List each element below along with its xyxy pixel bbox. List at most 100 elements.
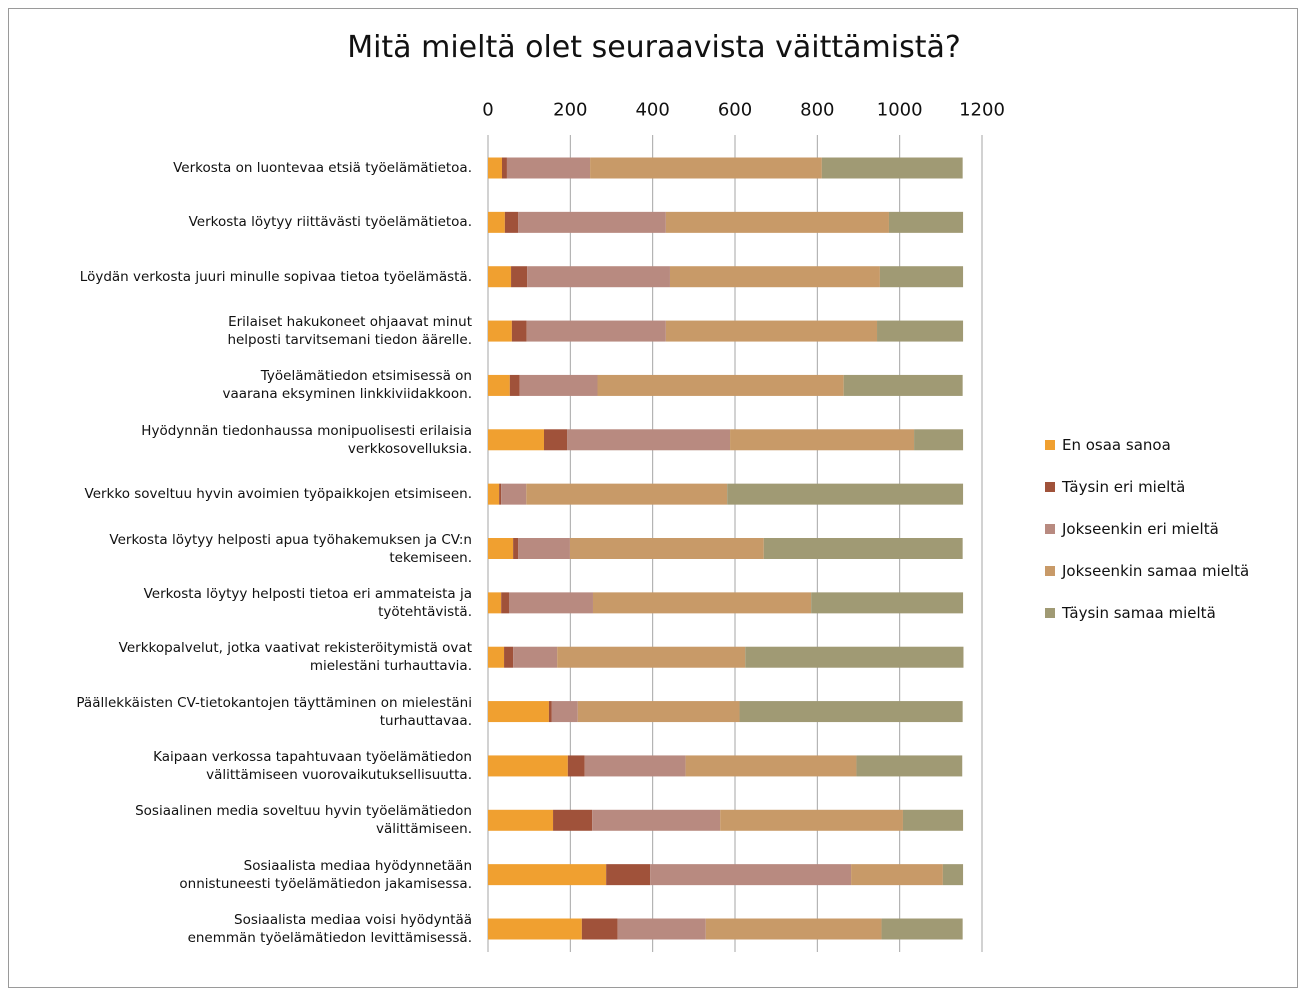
x-tick-label: 1000 — [876, 99, 923, 121]
x-tick-label: 200 — [553, 99, 588, 121]
category-label: Verkosta on luontevaa etsiä työelämätiet… — [173, 160, 472, 176]
x-tick-label: 400 — [635, 99, 670, 121]
bar-segment — [488, 374, 510, 396]
bar-segment — [650, 864, 852, 886]
bar-segment — [499, 483, 502, 505]
legend-label: Täysin samaa mieltä — [1062, 604, 1216, 622]
bar-segment — [685, 755, 857, 777]
legend-swatch — [1045, 440, 1055, 450]
bar-segment — [543, 429, 568, 451]
category-label: Työelämätiedon etsimisessä on vaarana ek… — [222, 368, 472, 403]
bar-segment — [856, 755, 963, 777]
category-label: Erilaiset hakukoneet ohjaavat minut help… — [227, 314, 472, 349]
bar-segment — [519, 374, 598, 396]
bar-segment — [567, 429, 731, 451]
bar-segment — [569, 538, 764, 559]
bar-segment — [745, 646, 964, 668]
bar-segment — [942, 864, 964, 886]
legend-label: En osaa sanoa — [1062, 436, 1171, 454]
category-label: Sosiaalista mediaa voisi hyödyntää enemm… — [187, 912, 472, 946]
bar-segment — [577, 701, 740, 723]
category-label: Verkosta löytyy helposti apua työhakemuk… — [109, 531, 472, 566]
bar-segment — [488, 918, 582, 940]
bar-segment — [488, 809, 554, 831]
bar-segment — [851, 864, 943, 886]
x-tick-label: 0 — [482, 99, 494, 121]
bar-segment — [881, 918, 963, 940]
bar-segment — [902, 809, 964, 831]
bar-segment — [511, 320, 527, 342]
bar-segment — [488, 864, 607, 886]
bar-segment — [811, 592, 964, 614]
legend-label: Täysin eri mieltä — [1062, 478, 1186, 496]
bar-segment — [739, 701, 963, 723]
bar-segment — [501, 157, 507, 179]
bar-segment — [557, 646, 746, 668]
legend-swatch — [1045, 608, 1055, 618]
bar-segment — [488, 320, 512, 342]
bar-segment — [526, 320, 666, 342]
bar-segment — [488, 483, 500, 505]
bar-segment — [914, 429, 964, 451]
bar-segment — [551, 701, 578, 723]
legend-swatch — [1045, 524, 1055, 534]
bar-segment — [548, 701, 552, 723]
legend-swatch — [1045, 566, 1055, 576]
bar-segment — [488, 429, 544, 451]
bar-segment — [877, 320, 964, 342]
bar-segment — [763, 538, 963, 559]
category-label: Sosiaalista mediaa hyödynnetään onnistun… — [179, 857, 472, 892]
bar-segment — [727, 483, 964, 505]
bar-segment — [592, 809, 721, 831]
bar-segment — [821, 157, 963, 179]
bar-segment — [592, 592, 812, 614]
bar-segment — [888, 211, 964, 233]
bar-segment — [730, 429, 915, 451]
bar-segment — [508, 592, 593, 614]
bar-segment — [511, 266, 528, 288]
bar-segment — [509, 374, 520, 396]
bar-segment — [526, 483, 728, 505]
bar-segment — [518, 211, 666, 233]
x-tick-label: 800 — [800, 99, 835, 121]
bar-segment — [488, 592, 502, 614]
bar-segment — [506, 157, 591, 179]
bar-segment — [590, 157, 822, 179]
bar-segment — [527, 266, 670, 288]
bar-segment — [488, 157, 502, 179]
category-label: Verkosta löytyy riittävästi työelämätiet… — [188, 214, 472, 231]
bar-segment — [567, 755, 585, 777]
category-label: Verkko soveltuu hyvin avoimien työpaikko… — [84, 486, 472, 503]
bar-segment — [665, 211, 889, 233]
bar-segment — [488, 211, 505, 233]
category-label: Löydän verkosta juuri minulle sopivaa ti… — [79, 268, 472, 285]
bar-segment — [488, 266, 512, 288]
bar-segment — [584, 755, 686, 777]
bar-segment — [553, 809, 593, 831]
bar-segment — [665, 320, 878, 342]
bar-segment — [518, 538, 570, 559]
chart-title: Mitä mieltä olet seuraavista väittämistä… — [347, 30, 961, 65]
bar-segment — [501, 592, 509, 614]
bar-segment — [617, 918, 706, 940]
bar-segment — [504, 211, 519, 233]
bar-segment — [581, 918, 618, 940]
bar-segment — [504, 646, 514, 668]
category-label: Päällekkäisten CV-tietokantojen täyttämi… — [76, 694, 472, 729]
bar-segment — [669, 266, 880, 288]
legend-swatch — [1045, 482, 1055, 492]
bar-segment — [513, 646, 558, 668]
x-tick-label: 1200 — [959, 99, 1005, 121]
bar-segment — [488, 755, 568, 777]
bar-segment — [488, 646, 505, 668]
bar-segment — [879, 266, 964, 288]
x-tick-label: 600 — [717, 99, 753, 121]
category-label: Verkkopalvelut, jotka vaativat rekisterö… — [118, 640, 472, 675]
bar-segment — [501, 483, 527, 505]
bar-segment — [488, 538, 514, 559]
bar-segment — [597, 374, 844, 396]
bar-segment — [488, 701, 549, 723]
bar-segment — [720, 809, 903, 831]
